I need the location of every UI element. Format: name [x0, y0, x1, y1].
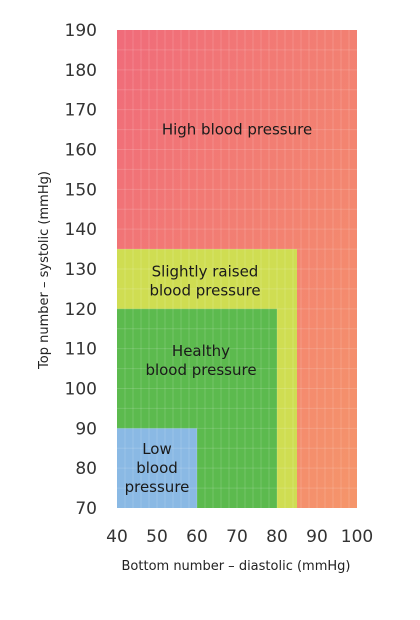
- y-tick-label: 70: [75, 499, 97, 519]
- region-label-high-blood-pressure: High blood pressure: [162, 121, 312, 139]
- x-tick-label: 70: [226, 527, 248, 547]
- x-tick-label: 50: [146, 527, 168, 547]
- x-tick-label: 100: [341, 527, 373, 547]
- y-tick-label: 80: [75, 459, 97, 479]
- region-label-low-blood-pressure: Low blood pressure: [125, 440, 190, 496]
- grid-layer: [117, 30, 357, 508]
- y-axis-title: Top number – systolic (mmHg): [37, 171, 52, 370]
- x-axis-title: Bottom number – diastolic (mmHg): [122, 559, 351, 574]
- y-tick-label: 150: [65, 180, 97, 200]
- y-tick-label: 170: [65, 101, 97, 121]
- x-tick-label: 60: [186, 527, 208, 547]
- y-axis-ticks: 70 80 90 100 110 120 130 140 150 160 170 180 190: [65, 21, 97, 519]
- y-tick-label: 110: [65, 340, 97, 360]
- x-tick-label: 40: [106, 527, 128, 547]
- y-tick-label: 180: [65, 61, 97, 81]
- region-labels-layer: High blood pressure Slightly raised blood …: [125, 121, 313, 497]
- x-tick-label: 80: [266, 527, 288, 547]
- y-tick-label: 160: [65, 141, 97, 161]
- y-tick-label: 100: [65, 380, 97, 400]
- y-tick-label: 140: [65, 220, 97, 240]
- y-tick-label: 190: [65, 21, 97, 41]
- region-label-slightly-raised-blood-pressure: Slightly raised blood pressure: [149, 262, 260, 299]
- region-label-healthy-blood-pressure: Healthy blood pressure: [145, 342, 256, 379]
- y-tick-label: 90: [75, 419, 97, 439]
- y-tick-label: 120: [65, 300, 97, 320]
- x-tick-label: 90: [306, 527, 328, 547]
- region-low-blood-pressure: [117, 428, 197, 508]
- y-tick-label: 130: [65, 260, 97, 280]
- regions-layer: [117, 30, 357, 509]
- x-axis-ticks: 40 50 60 70 80 90 100: [106, 527, 373, 547]
